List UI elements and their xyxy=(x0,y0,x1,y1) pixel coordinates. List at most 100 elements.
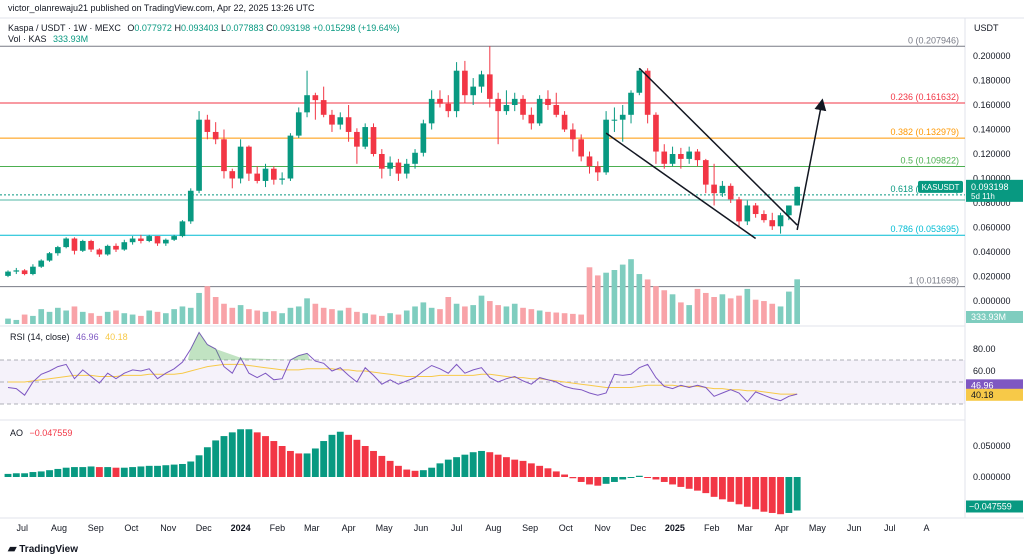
footer-brand: TradingView xyxy=(19,544,78,555)
candle-body xyxy=(154,236,161,244)
rsi-legend[interactable]: RSI (14, close) 46.96 40.18 xyxy=(10,332,128,342)
candle-body xyxy=(611,119,618,121)
ao-bar xyxy=(586,477,593,485)
candle-body xyxy=(187,190,194,222)
candle-body xyxy=(686,151,692,159)
volume-legend[interactable]: Vol · KAS 333.93M xyxy=(8,34,88,44)
volume-bars xyxy=(5,259,800,324)
candle-body xyxy=(453,70,460,112)
ao-bar xyxy=(71,467,78,477)
candle-body xyxy=(88,240,94,250)
time-axis-label: Jun xyxy=(847,523,862,533)
candle-body xyxy=(428,98,435,124)
volume-bar xyxy=(129,314,136,324)
ao-bar xyxy=(669,477,676,485)
volume-bar xyxy=(553,312,560,324)
candle-body xyxy=(437,98,443,104)
candle-body xyxy=(752,205,759,215)
time-axis-label: Oct xyxy=(559,523,574,533)
volume-bar xyxy=(594,275,601,324)
volume-bar xyxy=(138,315,144,324)
ao-bar xyxy=(179,463,186,477)
ao-bar xyxy=(187,461,195,477)
volume-bar xyxy=(204,286,211,324)
time-axis-label: A xyxy=(924,523,930,533)
ao-bar xyxy=(320,441,328,477)
ao-bar xyxy=(594,477,602,486)
volume-bar xyxy=(395,314,402,324)
volume-bar xyxy=(370,314,377,324)
candle-body xyxy=(138,238,144,241)
volume-bar xyxy=(503,306,510,324)
ao-bar xyxy=(469,452,477,477)
ao-legend[interactable]: AO −0.047559 xyxy=(10,428,72,438)
ao-bar xyxy=(610,477,618,482)
time-axis-label: Oct xyxy=(124,523,139,533)
candle-body xyxy=(711,184,717,194)
ao-bar xyxy=(270,441,278,477)
currency-label: USDT xyxy=(974,23,999,33)
candle-body xyxy=(179,221,186,237)
candle-body xyxy=(378,154,385,169)
candle-body xyxy=(21,270,28,275)
volume-bar xyxy=(171,309,177,324)
candle-body xyxy=(420,123,427,153)
volume-bar xyxy=(561,313,568,324)
volume-bar xyxy=(694,288,701,324)
volume-bar xyxy=(287,307,294,324)
ohlc-low: 0.077883 xyxy=(226,23,264,33)
volume-axis-badge xyxy=(966,311,1023,323)
candle-body xyxy=(79,240,86,251)
candle-body xyxy=(761,214,767,221)
fibonacci-levels[interactable]: 0 (0.207946) 0.236 (0.161632) 0.382 (0.132… xyxy=(0,35,965,288)
candle-body xyxy=(129,238,136,243)
ao-bar xyxy=(619,477,627,480)
candle-body xyxy=(520,98,526,115)
ao-bar xyxy=(602,477,610,484)
volume-bar xyxy=(113,310,119,324)
candle-body xyxy=(71,238,78,251)
ao-tick-label: 0.050000 xyxy=(973,441,1011,451)
ao-bar xyxy=(386,460,394,477)
volume-bar xyxy=(212,297,219,324)
candle-body xyxy=(204,119,211,132)
volume-bar xyxy=(744,288,751,324)
candle-body xyxy=(370,127,377,154)
volume-bar xyxy=(246,309,252,324)
volume-bar xyxy=(337,310,344,324)
ao-bar xyxy=(29,472,37,477)
volume-bar xyxy=(678,302,684,324)
volume-bar xyxy=(470,305,477,324)
ao-bar xyxy=(278,446,286,477)
candle-body xyxy=(146,236,153,241)
candle-body xyxy=(594,166,601,173)
ao-bar xyxy=(544,468,552,477)
volume-bar xyxy=(619,264,626,324)
candle-body xyxy=(320,100,327,115)
candle-body xyxy=(221,139,227,172)
volume-bar xyxy=(237,305,244,324)
volume-axis-value: 333.93M xyxy=(971,312,1006,322)
ao-bar xyxy=(536,465,544,477)
price-tick-label: 0.140000 xyxy=(973,125,1011,135)
tradingview-logo[interactable]: ▰ TradingView xyxy=(8,542,78,555)
rsi-value-badge xyxy=(966,379,1023,392)
volume-bar xyxy=(412,306,418,324)
symbol-info[interactable]: Kaspa / USDT · 1W · MEXC O0.077972 H0.09… xyxy=(8,23,400,33)
rsi-ma-axis-value: 40.18 xyxy=(971,390,994,400)
ao-title: AO xyxy=(10,428,24,438)
volume-bar xyxy=(146,310,153,324)
time-axis-label: Mar xyxy=(304,523,320,533)
candle-body xyxy=(478,74,485,87)
ao-bar xyxy=(461,454,469,477)
candle-body xyxy=(678,154,684,159)
volume-bar xyxy=(437,309,443,324)
volume-bar xyxy=(528,309,535,324)
volume-bar xyxy=(445,297,452,324)
trendlines[interactable] xyxy=(605,67,827,240)
ao-bar xyxy=(428,467,436,477)
ao-bar xyxy=(785,477,793,513)
ao-bar xyxy=(328,434,336,477)
ohlc-c-label: C xyxy=(266,23,273,33)
